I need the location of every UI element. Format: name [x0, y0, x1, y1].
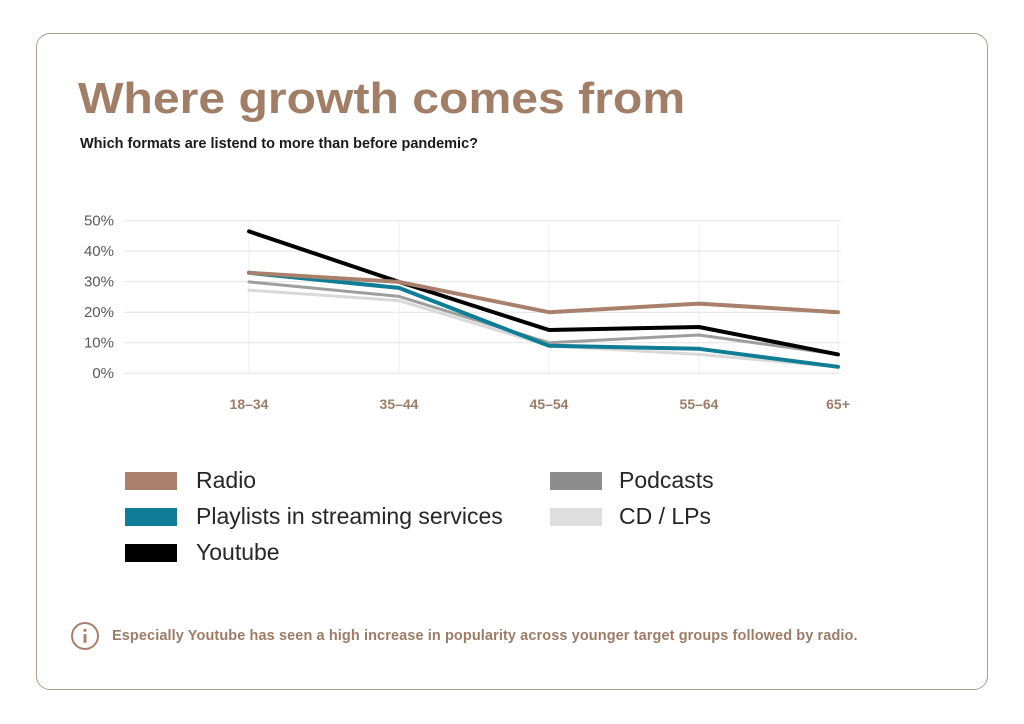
svg-text:0%: 0% [92, 365, 114, 382]
svg-text:50%: 50% [84, 213, 114, 230]
svg-text:55–64: 55–64 [680, 396, 719, 412]
svg-text:20%: 20% [84, 304, 114, 321]
svg-text:45–54: 45–54 [530, 396, 569, 412]
svg-text:18–34: 18–34 [230, 396, 269, 412]
svg-text:65+: 65+ [826, 396, 850, 412]
svg-text:30%: 30% [84, 274, 114, 291]
svg-text:40%: 40% [84, 243, 114, 260]
svg-text:10%: 10% [84, 335, 114, 352]
svg-text:35–44: 35–44 [380, 396, 419, 412]
